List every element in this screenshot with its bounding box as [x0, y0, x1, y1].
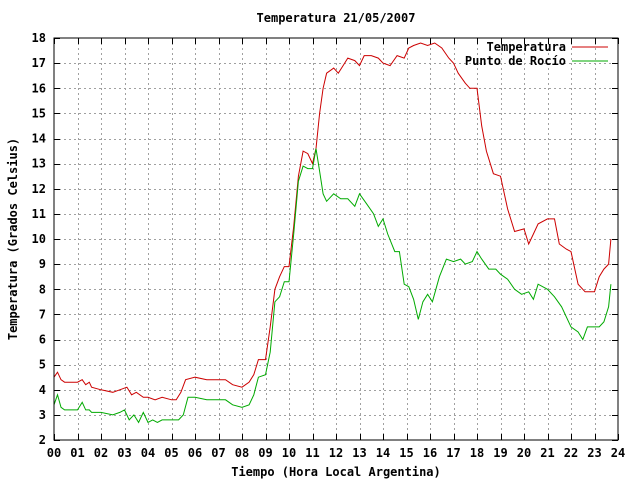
- y-tick-label: 9: [39, 257, 46, 271]
- x-tick-label: 17: [446, 446, 460, 460]
- y-tick-label: 11: [32, 207, 46, 221]
- x-tick-label: 10: [282, 446, 296, 460]
- y-axis-label: Temperatura (Grados Celsius): [6, 138, 20, 340]
- x-tick-label: 04: [141, 446, 155, 460]
- x-tick-label: 19: [493, 446, 507, 460]
- legend-label-temperatura: Temperatura: [487, 40, 566, 54]
- x-tick-label: 21: [540, 446, 554, 460]
- x-tick-label: 03: [117, 446, 131, 460]
- x-tick-label: 20: [517, 446, 531, 460]
- ticks-layer: 00 01 02 03 04 05 06 07 08 09 10 11 12 13 14 15 16 17 18 19…: [32, 31, 626, 460]
- y-tick-label: 18: [32, 31, 46, 45]
- x-tick-label: 11: [305, 446, 319, 460]
- y-tick-label: 14: [32, 132, 46, 146]
- grid-layer: [54, 38, 618, 440]
- x-tick-label: 08: [235, 446, 249, 460]
- x-tick-label: 24: [611, 446, 625, 460]
- y-tick-label: 6: [39, 333, 46, 347]
- x-tick-label: 12: [329, 446, 343, 460]
- y-tick-label: 2: [39, 433, 46, 447]
- x-tick-label: 01: [70, 446, 84, 460]
- x-tick-label: 02: [94, 446, 108, 460]
- x-tick-label: 00: [47, 446, 61, 460]
- x-tick-label: 23: [587, 446, 601, 460]
- y-tick-label: 12: [32, 182, 46, 196]
- y-tick-label: 10: [32, 232, 46, 246]
- x-tick-label: 07: [211, 446, 225, 460]
- x-tick-label: 05: [164, 446, 178, 460]
- series-line-punto-de-rocio: [53, 148, 612, 424]
- y-tick-label: 8: [39, 282, 46, 296]
- series-layer: [53, 42, 612, 424]
- chart-title: Temperatura 21/05/2007: [257, 11, 416, 25]
- x-tick-label: 13: [352, 446, 366, 460]
- y-tick-label: 17: [32, 56, 46, 70]
- legend-label-punto-de-rocio: Punto de Rocío: [465, 54, 566, 68]
- x-axis-label: Tiempo (Hora Local Argentina): [231, 465, 441, 479]
- series-line-temperatura: [53, 42, 612, 401]
- y-tick-label: 5: [39, 358, 46, 372]
- x-tick-label: 15: [399, 446, 413, 460]
- y-tick-label: 16: [32, 81, 46, 95]
- y-tick-label: 3: [39, 408, 46, 422]
- y-tick-label: 7: [39, 307, 46, 321]
- x-tick-label: 18: [470, 446, 484, 460]
- y-tick-label: 13: [32, 157, 46, 171]
- y-tick-label: 15: [32, 106, 46, 120]
- x-tick-label: 22: [564, 446, 578, 460]
- x-tick-label: 14: [376, 446, 390, 460]
- y-tick-label: 4: [39, 383, 46, 397]
- x-tick-label: 09: [258, 446, 272, 460]
- x-tick-label: 06: [188, 446, 202, 460]
- x-tick-label: 16: [423, 446, 437, 460]
